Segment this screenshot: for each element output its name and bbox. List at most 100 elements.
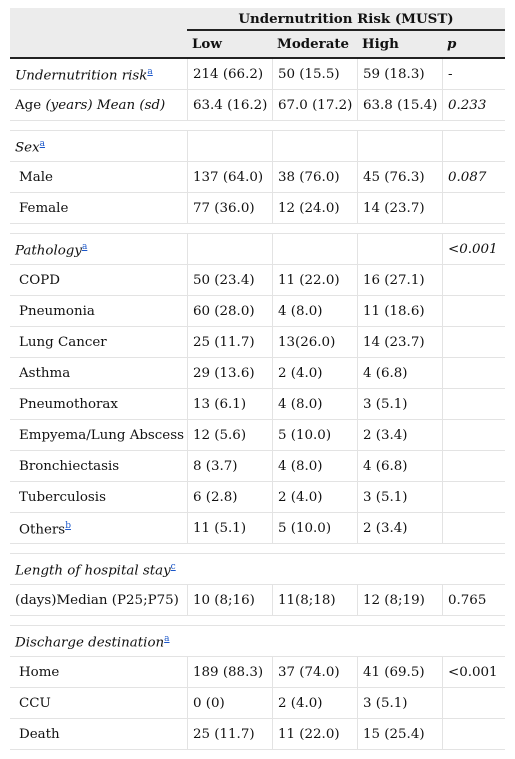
cell-high: 45 (76.3) — [357, 162, 442, 193]
cell-p: 0.233 — [442, 90, 506, 121]
row-label: Bronchiectasis — [10, 451, 187, 482]
cell-moderate — [272, 131, 357, 162]
row-label: Discharge destinationa — [10, 626, 506, 657]
cell-high: 4 (6.8) — [357, 451, 442, 482]
cell-low: 29 (13.6) — [187, 358, 272, 389]
cell-low: 25 (11.7) — [187, 719, 272, 750]
header-p: p — [442, 31, 506, 59]
cell-low: 6 (2.8) — [187, 482, 272, 513]
label-text: Undernutrition risk — [15, 68, 148, 84]
row-label: Home — [10, 657, 187, 688]
table-row-empyema: Empyema/Lung Abscess 12 (5.6) 5 (10.0) 2… — [10, 420, 506, 451]
footnote-link-a[interactable]: a — [39, 139, 46, 150]
cell-low: 214 (66.2) — [187, 59, 272, 90]
table-row-discharge-heading: Discharge destinationa — [10, 626, 506, 657]
footnote-link-a[interactable]: a — [147, 67, 153, 78]
row-label: Othersb — [10, 513, 187, 544]
cell-low: 77 (36.0) — [187, 193, 272, 224]
row-label: Pneumothorax — [10, 389, 187, 420]
table-row-male: Male 137 (64.0) 38 (76.0) 45 (76.3) 0.08… — [10, 162, 506, 193]
cell-low: 189 (88.3) — [187, 657, 272, 688]
cell-moderate: 50 (15.5) — [272, 59, 357, 90]
cell-high: 63.8 (15.4) — [357, 90, 442, 121]
cell-p — [442, 265, 506, 296]
cell-low — [187, 234, 272, 265]
footnote-link-a[interactable]: a — [81, 242, 88, 253]
cell-high: 3 (5.1) — [357, 482, 442, 513]
spacer-row — [10, 544, 506, 554]
footnote-link-c[interactable]: c — [170, 562, 176, 573]
cell-moderate: 37 (74.0) — [272, 657, 357, 688]
cell-high: 41 (69.5) — [357, 657, 442, 688]
row-label: Death — [10, 719, 187, 750]
cell-moderate: 2 (4.0) — [272, 358, 357, 389]
cell-high: 14 (23.7) — [357, 193, 442, 224]
table-row-undernutrition-risk: Undernutrition riska 214 (66.2) 50 (15.5… — [10, 59, 506, 90]
header-group-title: Undernutrition Risk (MUST) — [187, 8, 506, 31]
row-label: Age (years) Mean (sd) — [10, 90, 187, 121]
cell-moderate: 2 (4.0) — [272, 482, 357, 513]
header-low: Low — [187, 31, 272, 59]
cell-moderate: 5 (10.0) — [272, 513, 357, 544]
header-label-cell — [10, 31, 187, 59]
cell-low: 8 (3.7) — [187, 451, 272, 482]
label-text-italic: (years) Mean (sd) — [45, 97, 166, 113]
table-row-ccu: CCU 0 (0) 2 (4.0) 3 (5.1) — [10, 688, 506, 719]
section-heading: Discharge destination — [15, 635, 165, 651]
cell-p — [442, 358, 506, 389]
cell-p: - — [442, 59, 506, 90]
cell-high — [357, 234, 442, 265]
table-row-sex-heading: Sexa — [10, 131, 506, 162]
cell-low: 137 (64.0) — [187, 162, 272, 193]
cell-p — [442, 719, 506, 750]
footnote-link-b[interactable]: b — [65, 521, 71, 532]
cell-high: 15 (25.4) — [357, 719, 442, 750]
section-heading: Pathology — [15, 243, 82, 259]
row-label: Lung Cancer — [10, 327, 187, 358]
spacer-row — [10, 224, 506, 234]
cell-high: 3 (5.1) — [357, 389, 442, 420]
cell-low: 60 (28.0) — [187, 296, 272, 327]
table-container: Undernutrition Risk (MUST) Low Moderate … — [10, 8, 506, 750]
label-text: Others — [19, 522, 66, 538]
row-label: Length of hospital stayc — [10, 554, 506, 585]
row-label: Undernutrition riska — [10, 59, 187, 90]
row-label: (days)Median (P25;P75) — [10, 585, 187, 616]
cell-p — [442, 327, 506, 358]
table-row-los-median: (days)Median (P25;P75) 10 (8;16) 11(8;18… — [10, 585, 506, 616]
cell-p: 0.765 — [442, 585, 506, 616]
cell-high: 2 (3.4) — [357, 420, 442, 451]
cell-low: 50 (23.4) — [187, 265, 272, 296]
spacer-row — [10, 616, 506, 626]
table-row-home: Home 189 (88.3) 37 (74.0) 41 (69.5) <0.0… — [10, 657, 506, 688]
cell-low: 0 (0) — [187, 688, 272, 719]
table-body: Undernutrition riska 214 (66.2) 50 (15.5… — [10, 59, 506, 750]
cell-p — [442, 389, 506, 420]
cell-low: 11 (5.1) — [187, 513, 272, 544]
cell-moderate: 13(26.0) — [272, 327, 357, 358]
cell-high: 3 (5.1) — [357, 688, 442, 719]
header-high: High — [357, 31, 442, 59]
cell-low: 25 (11.7) — [187, 327, 272, 358]
table-row-death: Death 25 (11.7) 11 (22.0) 15 (25.4) — [10, 719, 506, 750]
cell-high — [357, 131, 442, 162]
table-row-female: Female 77 (36.0) 12 (24.0) 14 (23.7) — [10, 193, 506, 224]
cell-moderate: 67.0 (17.2) — [272, 90, 357, 121]
undernutrition-risk-table: Undernutrition Risk (MUST) Low Moderate … — [10, 8, 506, 750]
table-row-bronchiectasis: Bronchiectasis 8 (3.7) 4 (8.0) 4 (6.8) — [10, 451, 506, 482]
cell-moderate: 11 (22.0) — [272, 719, 357, 750]
cell-moderate: 11 (22.0) — [272, 265, 357, 296]
header-moderate: Moderate — [272, 31, 357, 59]
cell-moderate: 12 (24.0) — [272, 193, 357, 224]
cell-p — [442, 420, 506, 451]
footnote-link-a[interactable]: a — [164, 634, 170, 645]
cell-p: <0.001 — [442, 234, 506, 265]
cell-high: 59 (18.3) — [357, 59, 442, 90]
table-row-pneumonia: Pneumonia 60 (28.0) 4 (8.0) 11 (18.6) — [10, 296, 506, 327]
cell-high: 11 (18.6) — [357, 296, 442, 327]
cell-moderate: 4 (8.0) — [272, 389, 357, 420]
cell-p — [442, 688, 506, 719]
cell-moderate: 11(8;18) — [272, 585, 357, 616]
cell-p — [442, 513, 506, 544]
row-label: Female — [10, 193, 187, 224]
